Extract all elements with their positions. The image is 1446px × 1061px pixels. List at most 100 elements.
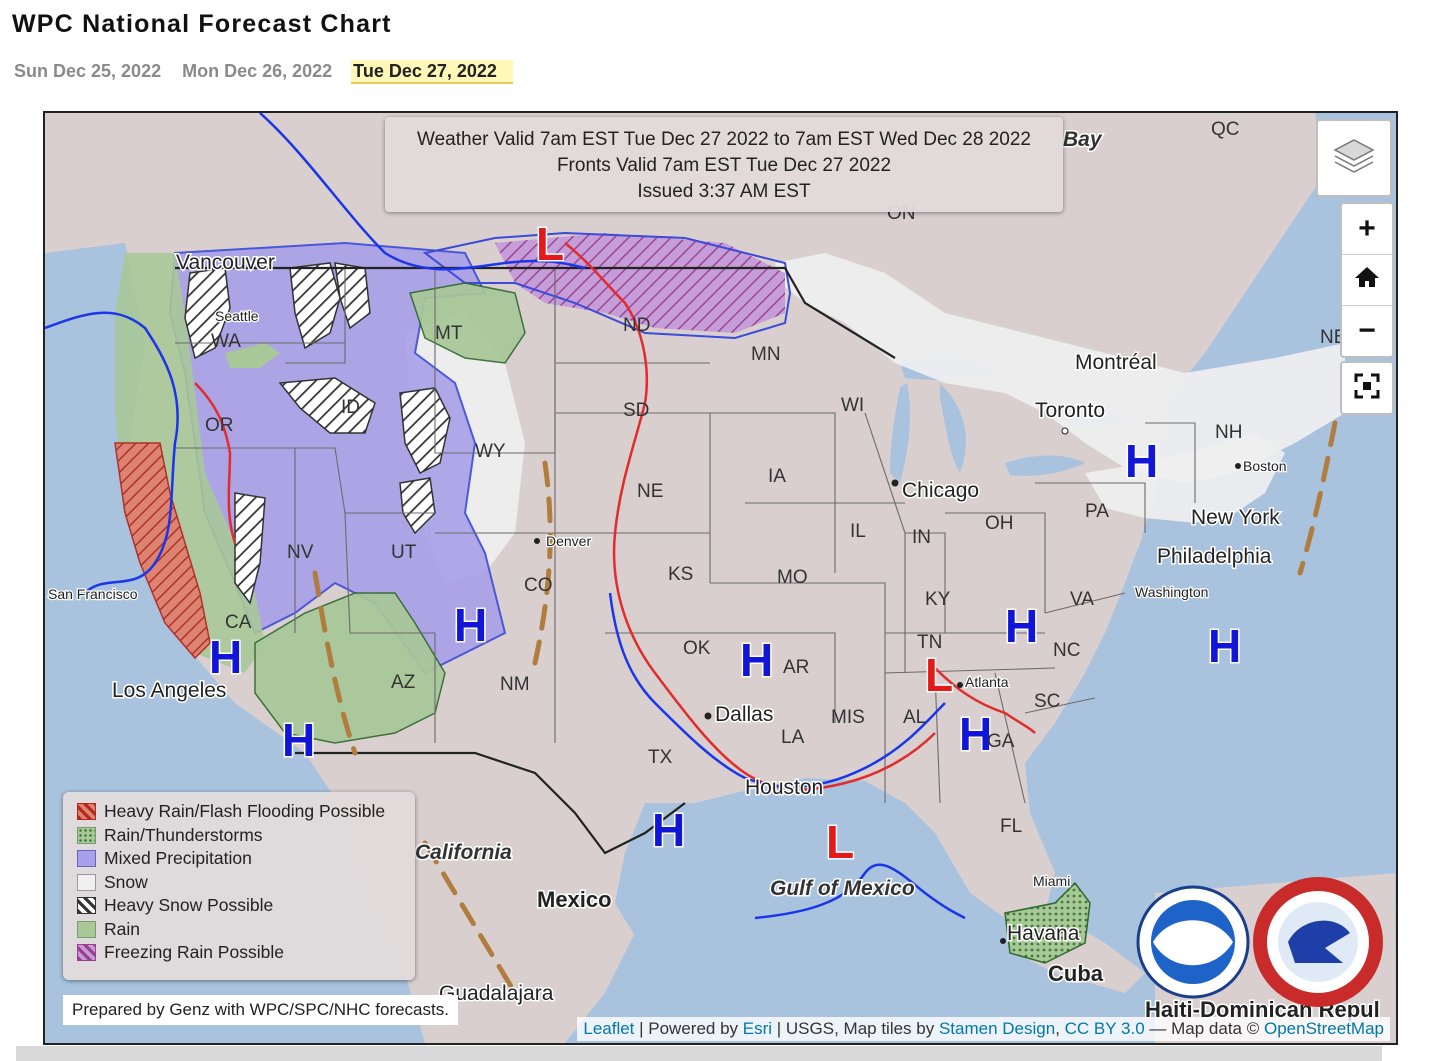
atlantic-ocean bbox=[1085, 413, 1396, 893]
svg-text:Chicago: Chicago bbox=[902, 479, 979, 502]
svg-text:IA: IA bbox=[768, 466, 786, 487]
svg-text:Los Angeles: Los Angeles bbox=[112, 679, 226, 702]
state-labels: WA OR MT ID WY NV UT CA AZ CO NM SD NE K… bbox=[205, 119, 1346, 837]
esri-link[interactable]: Esri bbox=[742, 1019, 773, 1038]
svg-text:NB: NB bbox=[1320, 327, 1346, 348]
svg-text:OR: OR bbox=[205, 415, 234, 436]
cold-front-gulf bbox=[754, 863, 966, 920]
svg-text:UT: UT bbox=[391, 542, 417, 563]
forecast-map[interactable]: H H H H H H H H H L L L WA OR MT ID WY N… bbox=[43, 111, 1398, 1045]
heavy-rain-swatch bbox=[77, 803, 96, 821]
svg-text:AL: AL bbox=[903, 707, 926, 728]
legend-item: Heavy Snow Possible bbox=[77, 894, 415, 918]
svg-text:NC: NC bbox=[1053, 640, 1080, 661]
svg-text:PA: PA bbox=[1085, 501, 1109, 522]
snow-swatch bbox=[77, 873, 96, 891]
home-button[interactable] bbox=[1342, 255, 1392, 306]
rain-area-southwest bbox=[254, 592, 446, 744]
cold-front-pacific bbox=[259, 113, 586, 271]
high-center: H bbox=[209, 631, 242, 683]
layers-icon bbox=[1331, 136, 1377, 181]
svg-text:AZ: AZ bbox=[391, 672, 416, 693]
layers-button[interactable] bbox=[1316, 119, 1392, 197]
svg-text:Seattle: Seattle bbox=[215, 308, 259, 324]
troughs bbox=[312, 420, 1338, 996]
svg-text:Havana: Havana bbox=[1007, 922, 1080, 945]
low-center: L bbox=[536, 218, 564, 270]
tab-sun-dec-25[interactable]: Sun Dec 25, 2022 bbox=[14, 61, 162, 81]
zoom-in-button[interactable]: + bbox=[1342, 204, 1392, 255]
svg-text:WY: WY bbox=[475, 441, 506, 462]
legend-item: Snow bbox=[77, 871, 415, 895]
low-center: L bbox=[826, 816, 854, 868]
svg-text:IL: IL bbox=[850, 521, 866, 542]
svg-text:TN: TN bbox=[917, 632, 942, 653]
svg-text:GA: GA bbox=[987, 731, 1015, 752]
map-attribution: Leaflet | Powered by Esri | USGS, Map ti… bbox=[577, 1017, 1390, 1041]
freezing-rain-swatch bbox=[77, 944, 96, 962]
zoom-out-button[interactable]: − bbox=[1358, 314, 1376, 347]
international-border bbox=[175, 266, 896, 855]
freezing-rain-north bbox=[495, 233, 785, 333]
home-icon bbox=[1354, 263, 1380, 297]
svg-text:KY: KY bbox=[925, 589, 951, 610]
svg-text:MIS: MIS bbox=[831, 707, 865, 728]
heavy-snow-areas bbox=[184, 262, 451, 605]
svg-text:TX: TX bbox=[648, 747, 673, 768]
svg-text:MN: MN bbox=[751, 344, 781, 365]
cold-front-central bbox=[564, 242, 936, 791]
legend-item: Heavy Rain/Flash Flooding Possible bbox=[77, 800, 415, 824]
svg-text:MO: MO bbox=[777, 567, 808, 588]
mixed-precip-swatch bbox=[77, 850, 96, 868]
issued-text: Issued 3:37 AM EST bbox=[637, 181, 811, 202]
legend-item: Mixed Precipitation bbox=[77, 847, 415, 871]
city-labels: Vancouver Seattle San Francisco Los Ange… bbox=[47, 250, 1288, 1007]
svg-text:ND: ND bbox=[623, 315, 650, 336]
svg-text:SC: SC bbox=[1034, 691, 1060, 712]
cold-front-south bbox=[608, 592, 946, 788]
svg-text:FL: FL bbox=[1000, 816, 1022, 837]
svg-text:OK: OK bbox=[683, 638, 711, 659]
svg-text:Houston: Houston bbox=[745, 776, 823, 799]
legend-item: Freezing Rain Possible bbox=[77, 941, 415, 965]
svg-text:QC: QC bbox=[1211, 119, 1240, 140]
high-center: H bbox=[652, 804, 685, 856]
legend-item: Rain bbox=[77, 918, 415, 942]
day-tabs: Sun Dec 25, 2022 Mon Dec 26, 2022 Tue De… bbox=[12, 60, 513, 84]
cold-front-west bbox=[45, 311, 179, 594]
svg-text:CA: CA bbox=[225, 612, 252, 633]
horizontal-scrollbar[interactable] bbox=[16, 1046, 1382, 1061]
osm-link[interactable]: OpenStreetMap bbox=[1263, 1019, 1384, 1038]
svg-text:CO: CO bbox=[524, 575, 553, 596]
svg-text:Denver: Denver bbox=[546, 533, 591, 549]
map-legend: Heavy Rain/Flash Flooding Possible Rain/… bbox=[63, 792, 415, 980]
svg-text:Cuba: Cuba bbox=[1048, 961, 1104, 986]
license-link[interactable]: CC BY 3.0 bbox=[1064, 1019, 1145, 1038]
high-center: H bbox=[454, 599, 487, 651]
svg-text:Bay: Bay bbox=[1063, 128, 1103, 151]
zoom-controls: + − bbox=[1340, 202, 1394, 358]
svg-text:NM: NM bbox=[500, 674, 530, 695]
fullscreen-button[interactable] bbox=[1340, 361, 1394, 415]
state-boundaries bbox=[175, 267, 1196, 804]
svg-text:San Francisco: San Francisco bbox=[48, 586, 138, 602]
svg-text:Atlanta: Atlanta bbox=[965, 674, 1009, 690]
tab-mon-dec-26[interactable]: Mon Dec 26, 2022 bbox=[182, 61, 333, 81]
svg-text:Vancouver: Vancouver bbox=[176, 251, 275, 274]
rain-thunder-swatch bbox=[77, 826, 96, 844]
svg-text:Philadelphia: Philadelphia bbox=[1157, 545, 1272, 568]
tab-tue-dec-27[interactable]: Tue Dec 27, 2022 bbox=[351, 60, 513, 84]
validity-box: Weather Valid 7am EST Tue Dec 27 2022 to… bbox=[385, 117, 1063, 212]
svg-text:OH: OH bbox=[985, 513, 1014, 534]
svg-text:MT: MT bbox=[435, 323, 463, 344]
stamen-link[interactable]: Stamen Design bbox=[938, 1019, 1056, 1038]
noaa-logo bbox=[1136, 885, 1250, 999]
svg-text:WA: WA bbox=[211, 331, 241, 352]
svg-text:WI: WI bbox=[841, 395, 864, 416]
prepared-by-note: Prepared by Genz with WPC/SPC/NHC foreca… bbox=[63, 995, 458, 1025]
svg-text:NH: NH bbox=[1215, 422, 1242, 443]
leaflet-link[interactable]: Leaflet bbox=[583, 1019, 635, 1038]
fullscreen-icon bbox=[1354, 373, 1380, 404]
high-center: H bbox=[1005, 600, 1038, 652]
warm-front-pacific-nw bbox=[194, 382, 237, 544]
